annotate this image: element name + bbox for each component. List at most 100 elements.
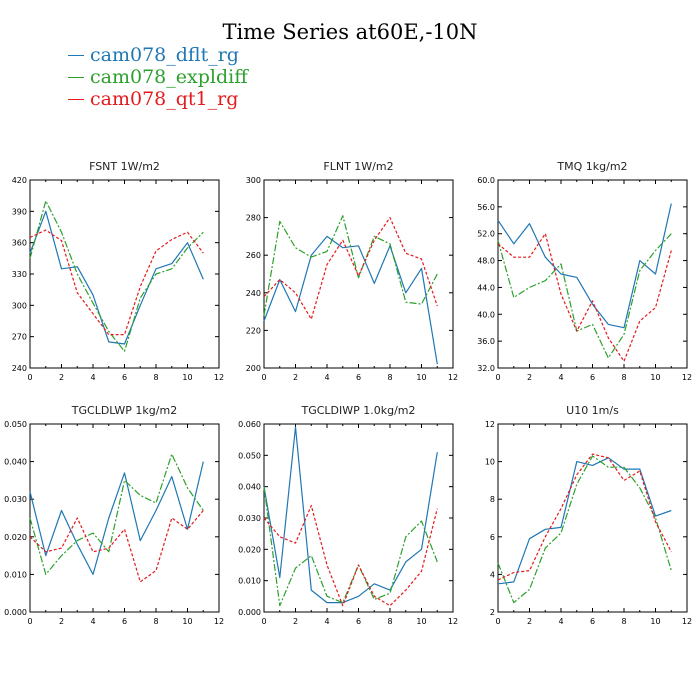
y-tick-label: 48.0 bbox=[477, 257, 495, 266]
x-tick-label: 8 bbox=[621, 373, 626, 382]
y-tick-label: 8 bbox=[490, 495, 495, 504]
y-tick-label: 0.000 bbox=[4, 608, 27, 617]
x-tick-label: 4 bbox=[324, 617, 329, 626]
y-tick-label: 240 bbox=[12, 364, 27, 373]
subplot: FLNT 1W/m2 0 2 4 6 8 10 12 200 220 240 260 280 300 bbox=[246, 160, 458, 382]
x-tick-label: 8 bbox=[387, 617, 392, 626]
y-tick-label: 200 bbox=[246, 364, 261, 373]
y-tick-label: 0.030 bbox=[238, 514, 261, 523]
x-tick-label: 6 bbox=[590, 373, 595, 382]
y-tick-label: 0.020 bbox=[238, 545, 261, 554]
plot-frame bbox=[29, 179, 220, 369]
x-tick-label: 12 bbox=[448, 617, 458, 626]
y-tick-label: 270 bbox=[12, 333, 27, 342]
plot-frame bbox=[497, 423, 688, 613]
x-tick-label: 4 bbox=[90, 373, 95, 382]
subplot: FSNT 1W/m2 0 2 4 6 8 10 12 240 270 300 330 360 390 420 bbox=[12, 160, 224, 382]
y-tick-label: 420 bbox=[12, 176, 27, 185]
x-tick-label: 0 bbox=[27, 373, 32, 382]
plot-frame bbox=[263, 179, 454, 369]
x-tick-label: 8 bbox=[153, 373, 158, 382]
series-line bbox=[263, 504, 438, 607]
series-line bbox=[497, 453, 672, 581]
y-tick-label: 0.030 bbox=[4, 495, 27, 504]
subplot-title: FLNT 1W/m2 bbox=[323, 160, 393, 173]
y-tick-label: 4 bbox=[490, 570, 495, 579]
y-tick-label: 2 bbox=[490, 608, 495, 617]
y-tick-label: 0.010 bbox=[238, 577, 261, 586]
y-tick-label: 6 bbox=[490, 533, 495, 542]
series-line bbox=[497, 233, 672, 362]
series-line bbox=[497, 203, 672, 329]
y-tick-label: 56.0 bbox=[477, 203, 495, 212]
y-tick-label: 0.020 bbox=[4, 533, 27, 542]
subplot-title: FSNT 1W/m2 bbox=[89, 160, 160, 173]
series-line bbox=[263, 215, 438, 316]
x-tick-label: 2 bbox=[527, 617, 532, 626]
x-tick-label: 2 bbox=[293, 617, 298, 626]
x-tick-label: 12 bbox=[682, 617, 692, 626]
y-tick-label: 36.0 bbox=[477, 337, 495, 346]
subplot: TGCLDLWP 1kg/m2 0 2 4 6 8 10 12 0.000 0.010 0.020 0… bbox=[4, 404, 224, 626]
legend: cam078_dflt_rg cam078_expldiff cam078_qt… bbox=[68, 44, 248, 110]
y-tick-label: 0.050 bbox=[238, 451, 261, 460]
subplot-title: TGCLDIWP 1.0kg/m2 bbox=[300, 404, 415, 417]
y-tick-label: 10 bbox=[485, 458, 495, 467]
x-tick-label: 10 bbox=[182, 617, 192, 626]
subplot-title: U10 1m/s bbox=[566, 404, 619, 417]
x-tick-label: 2 bbox=[293, 373, 298, 382]
legend-swatch bbox=[68, 98, 84, 100]
x-tick-label: 2 bbox=[59, 617, 64, 626]
x-tick-label: 6 bbox=[122, 373, 127, 382]
series-line bbox=[263, 217, 438, 320]
y-tick-label: 330 bbox=[12, 270, 27, 279]
y-tick-label: 260 bbox=[246, 251, 261, 260]
series-line bbox=[263, 426, 438, 604]
series-line bbox=[497, 233, 672, 359]
x-tick-label: 8 bbox=[621, 617, 626, 626]
y-tick-label: 44.0 bbox=[477, 283, 495, 292]
y-tick-label: 0.060 bbox=[238, 420, 261, 429]
legend-item-dflt: cam078_dflt_rg bbox=[68, 44, 248, 66]
subplot: TMQ 1kg/m2 0 2 4 6 8 10 12 32.0 36.0 40.0 44.0 48.0 5… bbox=[477, 160, 692, 382]
x-tick-label: 4 bbox=[558, 373, 563, 382]
series-line bbox=[29, 461, 204, 576]
x-tick-label: 6 bbox=[590, 617, 595, 626]
y-tick-label: 0.040 bbox=[4, 458, 27, 467]
y-tick-label: 0.040 bbox=[238, 483, 261, 492]
y-tick-label: 300 bbox=[246, 176, 261, 185]
series-line bbox=[497, 455, 672, 604]
x-tick-label: 0 bbox=[261, 617, 266, 626]
y-tick-label: 300 bbox=[12, 301, 27, 310]
x-tick-label: 4 bbox=[558, 617, 563, 626]
y-tick-label: 60.0 bbox=[477, 176, 495, 185]
y-tick-label: 0.000 bbox=[238, 608, 261, 617]
y-tick-label: 280 bbox=[246, 214, 261, 223]
x-tick-label: 0 bbox=[27, 617, 32, 626]
y-tick-label: 360 bbox=[12, 239, 27, 248]
x-tick-label: 8 bbox=[153, 617, 158, 626]
x-tick-label: 8 bbox=[387, 373, 392, 382]
x-tick-label: 0 bbox=[261, 373, 266, 382]
y-tick-label: 12 bbox=[485, 420, 495, 429]
y-tick-label: 32.0 bbox=[477, 364, 495, 373]
series-line bbox=[29, 453, 204, 576]
x-tick-label: 4 bbox=[90, 617, 95, 626]
series-line bbox=[29, 210, 204, 345]
x-tick-label: 10 bbox=[650, 617, 660, 626]
x-tick-label: 10 bbox=[650, 373, 660, 382]
series-line bbox=[497, 457, 672, 585]
y-tick-label: 240 bbox=[246, 289, 261, 298]
series-line bbox=[263, 486, 438, 607]
y-tick-label: 52.0 bbox=[477, 230, 495, 239]
series-line bbox=[263, 235, 438, 365]
y-tick-label: 220 bbox=[246, 326, 261, 335]
legend-swatch bbox=[68, 54, 84, 56]
legend-label: cam078_dflt_rg bbox=[90, 44, 239, 66]
x-tick-label: 12 bbox=[214, 617, 224, 626]
x-tick-label: 2 bbox=[527, 373, 532, 382]
x-tick-label: 6 bbox=[356, 373, 361, 382]
legend-swatch bbox=[68, 76, 84, 78]
x-tick-label: 12 bbox=[214, 373, 224, 382]
